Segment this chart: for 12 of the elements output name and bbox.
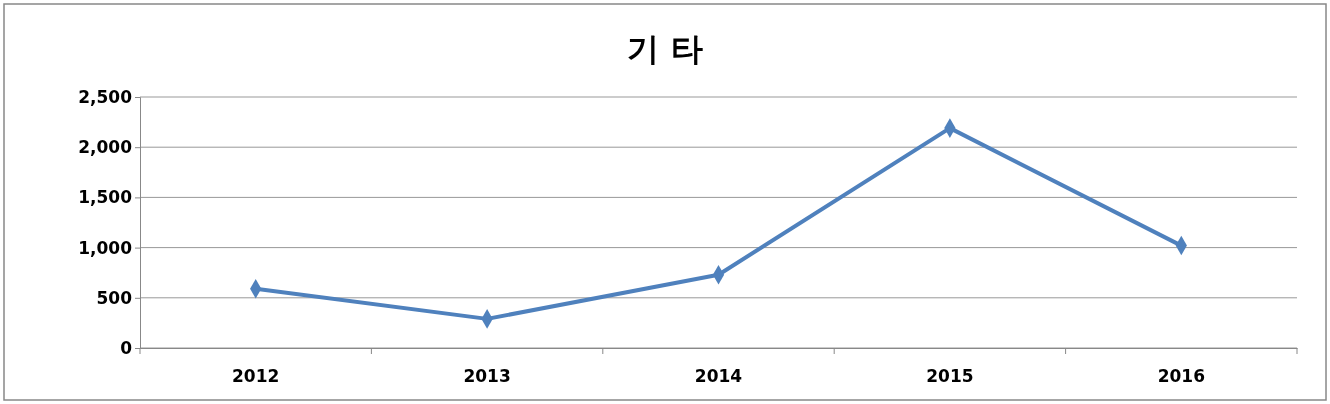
y-tick-label: 0 xyxy=(120,337,133,358)
y-tick-label: 2,500 xyxy=(78,86,133,107)
y-tick-label: 1,500 xyxy=(78,187,133,208)
chart-title: 기 타 xyxy=(627,30,703,68)
x-tick-label: 2013 xyxy=(463,366,511,387)
x-tick-label: 2014 xyxy=(694,366,743,387)
y-tick-label: 1,000 xyxy=(78,237,133,258)
x-tick-label: 2016 xyxy=(1157,366,1205,387)
x-tick-label: 2012 xyxy=(232,366,280,387)
y-tick-label: 500 xyxy=(96,287,133,308)
x-tick-label: 2015 xyxy=(926,366,974,387)
y-tick-label: 2,000 xyxy=(78,137,133,158)
